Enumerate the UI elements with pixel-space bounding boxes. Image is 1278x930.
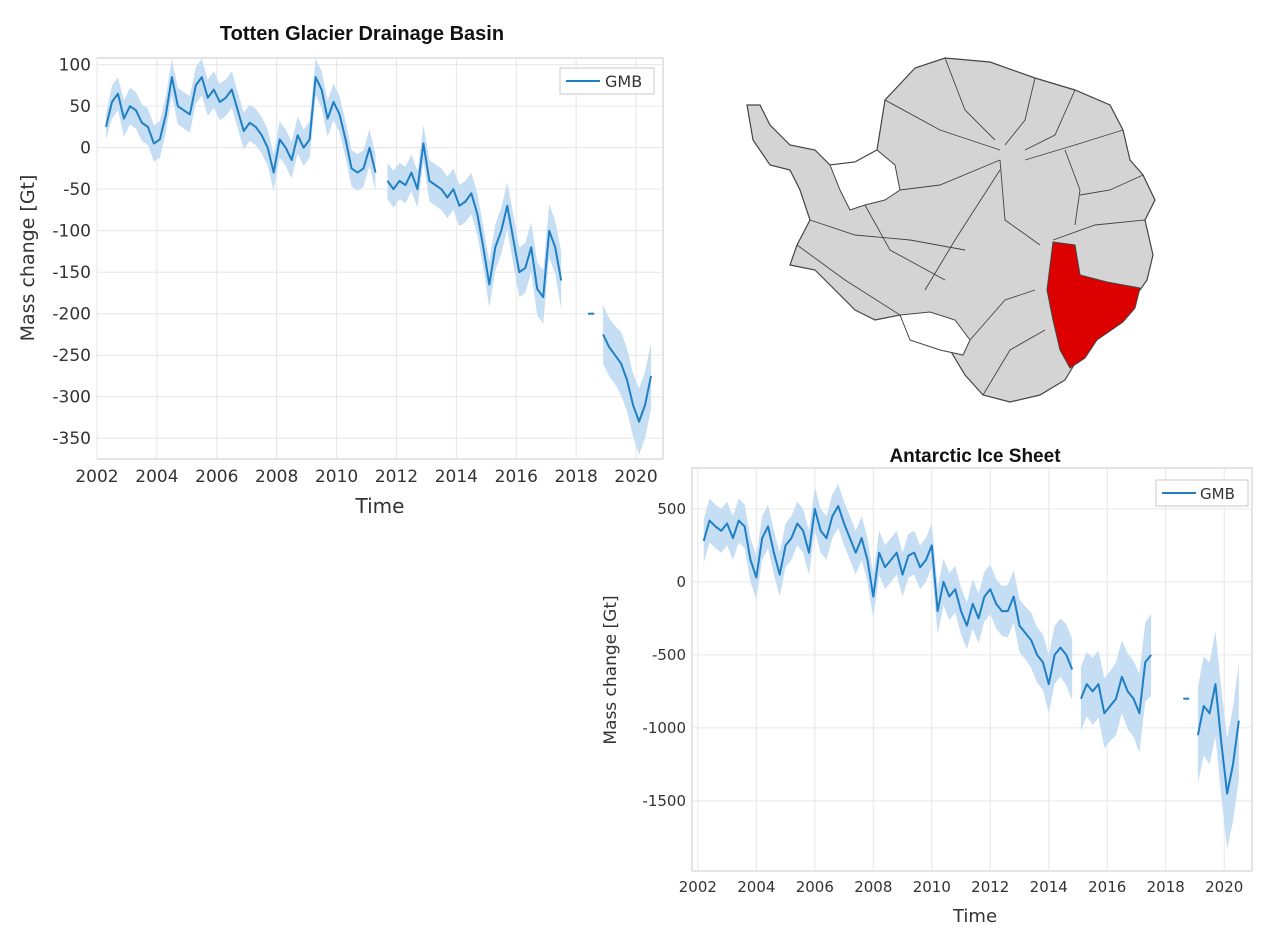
basin-border — [999, 159, 1041, 246]
basin-border — [924, 169, 1001, 291]
basin-border — [809, 219, 966, 251]
chart2-plot-area — [691, 467, 1253, 872]
x-tick-label: 2006 — [796, 878, 834, 896]
x-tick-label: 2016 — [1088, 878, 1126, 896]
gmb-line-segment — [1196, 683, 1240, 795]
x-tick-label: 2018 — [555, 467, 598, 487]
chart1-x-ticks: 2002 2004 2006 2008 2010 2012 2014 2016 2018 2020 — [75, 467, 657, 487]
chart1-y-axis-label: Mass change [Gt] — [17, 175, 39, 342]
chart2-uncertainty-band — [703, 484, 1239, 850]
chart1-y-ticks: 100 50 0 -50 -100 -150 -200 -250 -300 -350 — [52, 56, 91, 450]
gmb-line-segment — [105, 76, 377, 174]
x-tick-label: 2014 — [1030, 878, 1068, 896]
antarctica-map — [746, 57, 1156, 403]
ronne-ice-shelf — [829, 149, 901, 211]
basin-border — [1024, 89, 1076, 151]
uncertainty-band-segment — [387, 125, 562, 324]
chart2-x-ticks: 2002 2004 2006 2008 2010 2012 2014 2016 2018 2020 — [679, 878, 1244, 896]
y-tick-label: -250 — [52, 346, 91, 366]
x-tick-label: 2020 — [614, 467, 657, 487]
basin-border — [1079, 174, 1144, 196]
totten-glacier-chart: Totten Glacier Drainage Basin 2002 2004 20… — [17, 23, 664, 518]
x-tick-label: 2016 — [495, 467, 538, 487]
uncertainty-band-segment — [1197, 631, 1239, 850]
x-tick-label: 2006 — [195, 467, 238, 487]
x-tick-label: 2014 — [435, 467, 478, 487]
chart2-legend: GMB — [1155, 479, 1249, 507]
antarctica-landmass — [746, 57, 1156, 403]
x-tick-label: 2012 — [375, 467, 418, 487]
x-tick-label: 2004 — [135, 467, 178, 487]
x-tick-label: 2018 — [1147, 878, 1185, 896]
chart1-title: Totten Glacier Drainage Basin — [220, 23, 504, 45]
totten-basin-highlight — [1046, 241, 1141, 369]
chart1-gmb-series — [105, 76, 653, 423]
y-tick-label: 0 — [80, 139, 91, 159]
gmb-line-segment — [386, 142, 563, 299]
y-tick-label: -150 — [52, 263, 91, 283]
uncertainty-band-segment — [703, 484, 1073, 714]
y-tick-label: -350 — [52, 429, 91, 449]
chart2-title: Antarctic Ice Sheet — [889, 446, 1061, 467]
chart2-legend-label: GMB — [1200, 485, 1235, 503]
x-tick-label: 2010 — [315, 467, 358, 487]
y-tick-label: 50 — [69, 97, 91, 117]
drainage-basin-borders — [796, 57, 1146, 396]
basin-border — [1024, 129, 1124, 161]
chart1-x-axis-label: Time — [355, 494, 405, 518]
x-tick-label: 2002 — [679, 878, 717, 896]
uncertainty-band-segment — [105, 58, 376, 191]
basin-border — [969, 289, 1036, 341]
x-tick-label: 2008 — [255, 467, 298, 487]
x-tick-label: 2004 — [737, 878, 775, 896]
y-tick-label: -200 — [52, 305, 91, 325]
basin-border — [899, 159, 1001, 191]
ross-ice-shelf — [899, 311, 971, 356]
chart1-grid — [96, 58, 663, 459]
x-tick-label: 2008 — [854, 878, 892, 896]
basin-border — [982, 329, 1046, 396]
uncertainty-band-segment — [1080, 614, 1152, 753]
x-tick-label: 2020 — [1205, 878, 1243, 896]
antarctic-ice-sheet-chart: Antarctic Ice Sheet 2002 2004 2006 2008 2010… — [601, 446, 1253, 927]
basin-border — [796, 244, 901, 316]
y-tick-label: -300 — [52, 388, 91, 408]
chart1-legend: GMB — [559, 67, 655, 95]
x-tick-label: 2012 — [971, 878, 1009, 896]
y-tick-label: -1000 — [642, 719, 686, 737]
gmb-line-segment — [1080, 654, 1152, 715]
basin-border — [884, 99, 1001, 151]
y-tick-label: 500 — [657, 500, 686, 518]
chart2-y-ticks: 500 0 -500 -1000 -1500 — [642, 500, 686, 810]
basin-border — [944, 57, 996, 141]
y-tick-label: 100 — [59, 56, 91, 76]
y-tick-label: -50 — [63, 180, 91, 200]
basin-border — [864, 204, 946, 281]
gmb-line-segment — [702, 504, 1074, 686]
y-tick-label: 0 — [676, 573, 686, 591]
basin-border — [1004, 77, 1036, 146]
gmb-line-segment — [602, 334, 653, 423]
basin-border — [1052, 219, 1146, 241]
x-tick-label: 2002 — [75, 467, 118, 487]
basin-border — [1064, 149, 1081, 226]
chart2-y-axis-label: Mass change [Gt] — [601, 595, 621, 744]
x-tick-label: 2010 — [913, 878, 951, 896]
chart2-x-axis-label: Time — [952, 906, 997, 927]
chart1-legend-label: GMB — [605, 72, 642, 91]
y-tick-label: -500 — [652, 646, 686, 664]
y-tick-label: -1500 — [642, 792, 686, 810]
y-tick-label: -100 — [52, 222, 91, 242]
chart2-gmb-series — [702, 504, 1240, 795]
